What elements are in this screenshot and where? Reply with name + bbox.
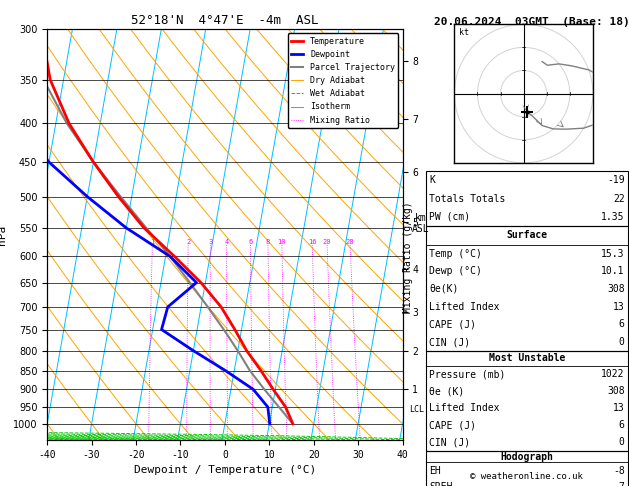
Text: 13: 13 (613, 302, 625, 312)
Text: 0: 0 (619, 437, 625, 448)
Legend: Temperature, Dewpoint, Parcel Trajectory, Dry Adiabat, Wet Adiabat, Isotherm, Mi: Temperature, Dewpoint, Parcel Trajectory… (287, 34, 398, 128)
Text: θe (K): θe (K) (429, 386, 464, 397)
Text: 3: 3 (208, 239, 213, 245)
Text: 1: 1 (150, 239, 154, 245)
Text: 20: 20 (323, 239, 331, 245)
Text: Temp (°C): Temp (°C) (429, 248, 482, 259)
Text: LCL: LCL (409, 405, 425, 414)
Text: EH: EH (429, 466, 441, 476)
Text: 0: 0 (619, 337, 625, 347)
Text: SREH: SREH (429, 482, 452, 486)
Text: K: K (429, 175, 435, 185)
Text: Totals Totals: Totals Totals (429, 193, 505, 204)
Text: Surface: Surface (506, 230, 547, 241)
Text: Lifted Index: Lifted Index (429, 302, 499, 312)
Text: Lifted Index: Lifted Index (429, 403, 499, 414)
Text: 6: 6 (619, 319, 625, 330)
Text: CAPE (J): CAPE (J) (429, 319, 476, 330)
Text: 1022: 1022 (601, 369, 625, 380)
Text: 10: 10 (277, 239, 286, 245)
Text: 4: 4 (225, 239, 229, 245)
Text: 13: 13 (613, 403, 625, 414)
Text: Most Unstable: Most Unstable (489, 353, 565, 364)
Text: 7: 7 (619, 482, 625, 486)
Text: Hodograph: Hodograph (500, 451, 554, 462)
Text: 308: 308 (607, 284, 625, 294)
Text: © weatheronline.co.uk: © weatheronline.co.uk (470, 472, 583, 481)
Text: 10.1: 10.1 (601, 266, 625, 276)
Text: PW (cm): PW (cm) (429, 212, 470, 222)
Text: 6: 6 (248, 239, 253, 245)
Text: Mixing Ratio (g/kg): Mixing Ratio (g/kg) (403, 202, 413, 313)
Text: CIN (J): CIN (J) (429, 437, 470, 448)
Text: 16: 16 (308, 239, 316, 245)
Y-axis label: km
ASL: km ASL (412, 213, 430, 235)
Text: -8: -8 (613, 466, 625, 476)
Text: CIN (J): CIN (J) (429, 337, 470, 347)
Text: 20.06.2024  03GMT  (Base: 18): 20.06.2024 03GMT (Base: 18) (434, 17, 629, 27)
Text: 8: 8 (266, 239, 270, 245)
Text: 308: 308 (607, 386, 625, 397)
Text: 1.35: 1.35 (601, 212, 625, 222)
Y-axis label: hPa: hPa (0, 225, 8, 244)
Text: CAPE (J): CAPE (J) (429, 420, 476, 431)
Text: 2: 2 (186, 239, 190, 245)
Title: 52°18'N  4°47'E  -4m  ASL: 52°18'N 4°47'E -4m ASL (131, 14, 319, 27)
X-axis label: Dewpoint / Temperature (°C): Dewpoint / Temperature (°C) (134, 465, 316, 475)
Text: Dewp (°C): Dewp (°C) (429, 266, 482, 276)
Text: 15.3: 15.3 (601, 248, 625, 259)
Text: 28: 28 (346, 239, 354, 245)
Text: -19: -19 (607, 175, 625, 185)
Text: 6: 6 (619, 420, 625, 431)
Text: 22: 22 (613, 193, 625, 204)
Text: θe(K): θe(K) (429, 284, 459, 294)
Text: kt: kt (459, 29, 469, 37)
Text: Pressure (mb): Pressure (mb) (429, 369, 505, 380)
